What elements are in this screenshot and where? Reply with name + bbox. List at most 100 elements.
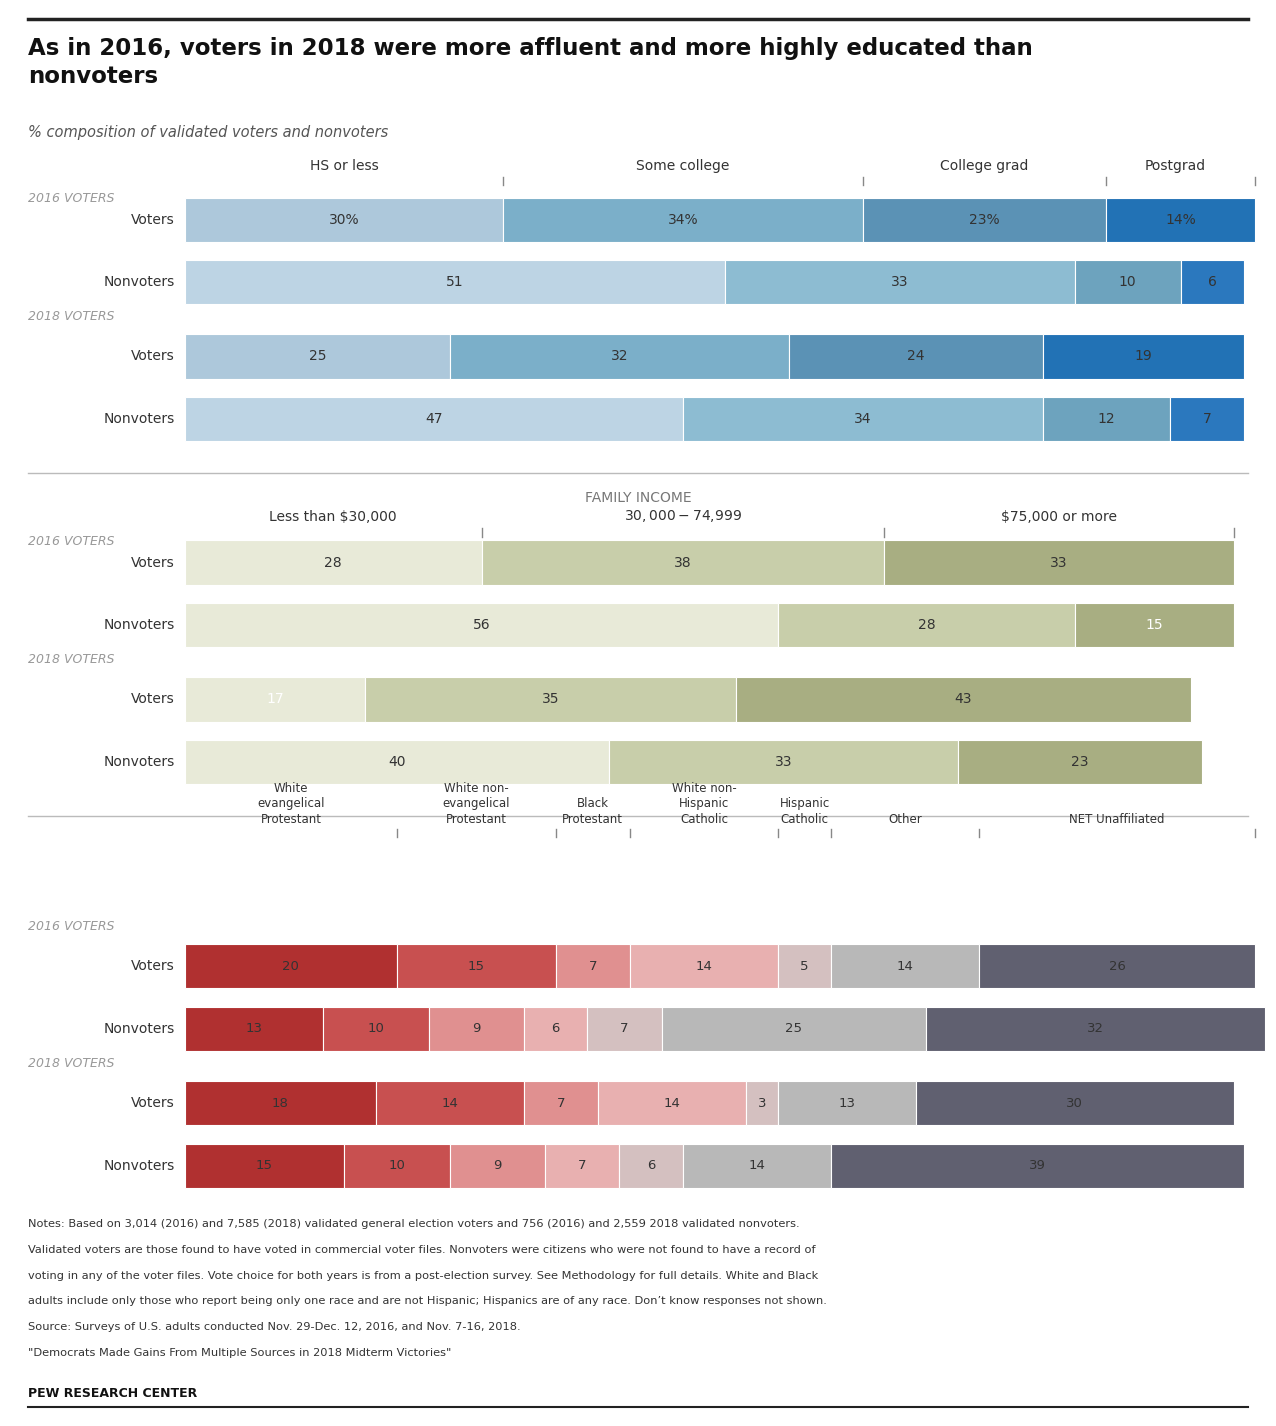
FancyBboxPatch shape [1170, 396, 1244, 442]
Text: 12: 12 [1097, 412, 1115, 426]
Text: HS or less: HS or less [310, 158, 378, 173]
FancyBboxPatch shape [185, 603, 778, 647]
Text: 25: 25 [786, 1022, 803, 1035]
Text: Nonvoters: Nonvoters [103, 1159, 175, 1172]
Text: Voters: Voters [131, 960, 175, 973]
FancyBboxPatch shape [185, 334, 449, 378]
FancyBboxPatch shape [503, 197, 863, 241]
FancyBboxPatch shape [789, 334, 1042, 378]
Text: 34: 34 [854, 412, 872, 426]
FancyBboxPatch shape [662, 1007, 926, 1051]
FancyBboxPatch shape [884, 540, 1234, 585]
Text: Other: Other [888, 813, 923, 826]
Text: Some college: Some college [637, 158, 730, 173]
FancyBboxPatch shape [746, 1081, 778, 1125]
Text: 14: 14 [897, 960, 914, 973]
Text: Nonvoters: Nonvoters [103, 1022, 175, 1035]
FancyBboxPatch shape [397, 944, 555, 988]
Text: White non-
evangelical
Protestant: White non- evangelical Protestant [443, 781, 510, 826]
Text: Hispanic
Catholic: Hispanic Catholic [780, 797, 829, 826]
Text: 28: 28 [917, 619, 935, 632]
Text: 2018 VOTERS: 2018 VOTERS [28, 1057, 115, 1070]
Text: 39: 39 [1030, 1159, 1046, 1172]
Text: 2016 VOTERS: 2016 VOTERS [28, 193, 115, 205]
Text: 28: 28 [324, 556, 342, 569]
Text: 14%: 14% [1165, 212, 1196, 227]
Text: 34%: 34% [667, 212, 698, 227]
Text: 25: 25 [309, 349, 327, 364]
Text: 15: 15 [256, 1159, 273, 1172]
Text: FAMILY INCOME: FAMILY INCOME [584, 491, 692, 505]
FancyBboxPatch shape [185, 677, 365, 722]
Text: College grad: College grad [940, 158, 1028, 173]
Text: 32: 32 [1087, 1022, 1104, 1035]
Text: Voters: Voters [131, 1097, 175, 1109]
Text: 40: 40 [388, 756, 406, 769]
FancyBboxPatch shape [630, 944, 778, 988]
Text: 6: 6 [551, 1022, 560, 1035]
Text: adults include only those who report being only one race and are not Hispanic; H: adults include only those who report bei… [28, 1296, 827, 1306]
Text: 18: 18 [272, 1097, 288, 1109]
Text: 13: 13 [245, 1022, 263, 1035]
Text: 15: 15 [1146, 619, 1162, 632]
FancyBboxPatch shape [185, 944, 397, 988]
FancyBboxPatch shape [831, 1144, 1244, 1188]
FancyBboxPatch shape [598, 1081, 746, 1125]
Text: Source: Surveys of U.S. adults conducted Nov. 29-Dec. 12, 2016, and Nov. 7-16, 2: Source: Surveys of U.S. adults conducted… [28, 1322, 521, 1332]
FancyBboxPatch shape [323, 1007, 429, 1051]
Text: 56: 56 [472, 619, 490, 632]
Text: 14: 14 [695, 960, 712, 973]
Text: White non-
Hispanic
Catholic: White non- Hispanic Catholic [671, 781, 736, 826]
FancyBboxPatch shape [778, 944, 831, 988]
Text: 5: 5 [800, 960, 809, 973]
FancyBboxPatch shape [185, 540, 481, 585]
Text: Nonvoters: Nonvoters [103, 619, 175, 632]
Text: PEW RESEARCH CENTER: PEW RESEARCH CENTER [28, 1387, 198, 1400]
Text: 9: 9 [494, 1159, 501, 1172]
Text: 35: 35 [541, 693, 559, 706]
FancyBboxPatch shape [429, 1007, 524, 1051]
FancyBboxPatch shape [916, 1081, 1234, 1125]
Text: 26: 26 [1109, 960, 1125, 973]
Text: Less than $30,000: Less than $30,000 [269, 511, 397, 525]
FancyBboxPatch shape [185, 260, 725, 305]
Text: 13: 13 [838, 1097, 855, 1109]
Text: Nonvoters: Nonvoters [103, 756, 175, 769]
FancyBboxPatch shape [980, 944, 1254, 988]
Text: 43: 43 [954, 693, 972, 706]
Text: 2016 VOTERS: 2016 VOTERS [28, 535, 115, 549]
Text: 51: 51 [447, 275, 464, 289]
Text: 23: 23 [1071, 756, 1088, 769]
FancyBboxPatch shape [725, 260, 1074, 305]
FancyBboxPatch shape [185, 1081, 375, 1125]
FancyBboxPatch shape [1074, 603, 1234, 647]
FancyBboxPatch shape [524, 1007, 587, 1051]
Text: 33: 33 [775, 756, 792, 769]
Text: 14: 14 [749, 1159, 766, 1172]
FancyBboxPatch shape [555, 944, 630, 988]
FancyBboxPatch shape [449, 1144, 545, 1188]
FancyBboxPatch shape [778, 1081, 916, 1125]
FancyBboxPatch shape [609, 740, 958, 784]
Text: voting in any of the voter files. Vote choice for both years is from a post-elec: voting in any of the voter files. Vote c… [28, 1271, 818, 1281]
Text: 17: 17 [267, 693, 283, 706]
FancyBboxPatch shape [481, 540, 884, 585]
Text: 14: 14 [664, 1097, 680, 1109]
Text: 2018 VOTERS: 2018 VOTERS [28, 309, 115, 324]
Text: Nonvoters: Nonvoters [103, 412, 175, 426]
Text: Notes: Based on 3,014 (2016) and 7,585 (2018) validated general election voters : Notes: Based on 3,014 (2016) and 7,585 (… [28, 1219, 800, 1229]
Text: $30,000-$74,999: $30,000-$74,999 [624, 508, 741, 525]
FancyBboxPatch shape [185, 197, 503, 241]
Text: NET Unaffiliated: NET Unaffiliated [1069, 813, 1165, 826]
Text: 7: 7 [588, 960, 597, 973]
Text: 32: 32 [610, 349, 628, 364]
FancyBboxPatch shape [449, 334, 789, 378]
Text: Validated voters are those found to have voted in commercial voter files. Nonvot: Validated voters are those found to have… [28, 1245, 815, 1255]
Text: 33: 33 [891, 275, 909, 289]
Text: 30: 30 [1067, 1097, 1083, 1109]
Text: 2018 VOTERS: 2018 VOTERS [28, 653, 115, 666]
Text: Nonvoters: Nonvoters [103, 275, 175, 289]
Text: 2016 VOTERS: 2016 VOTERS [28, 920, 115, 933]
Text: 19: 19 [1134, 349, 1152, 364]
Text: 20: 20 [282, 960, 300, 973]
